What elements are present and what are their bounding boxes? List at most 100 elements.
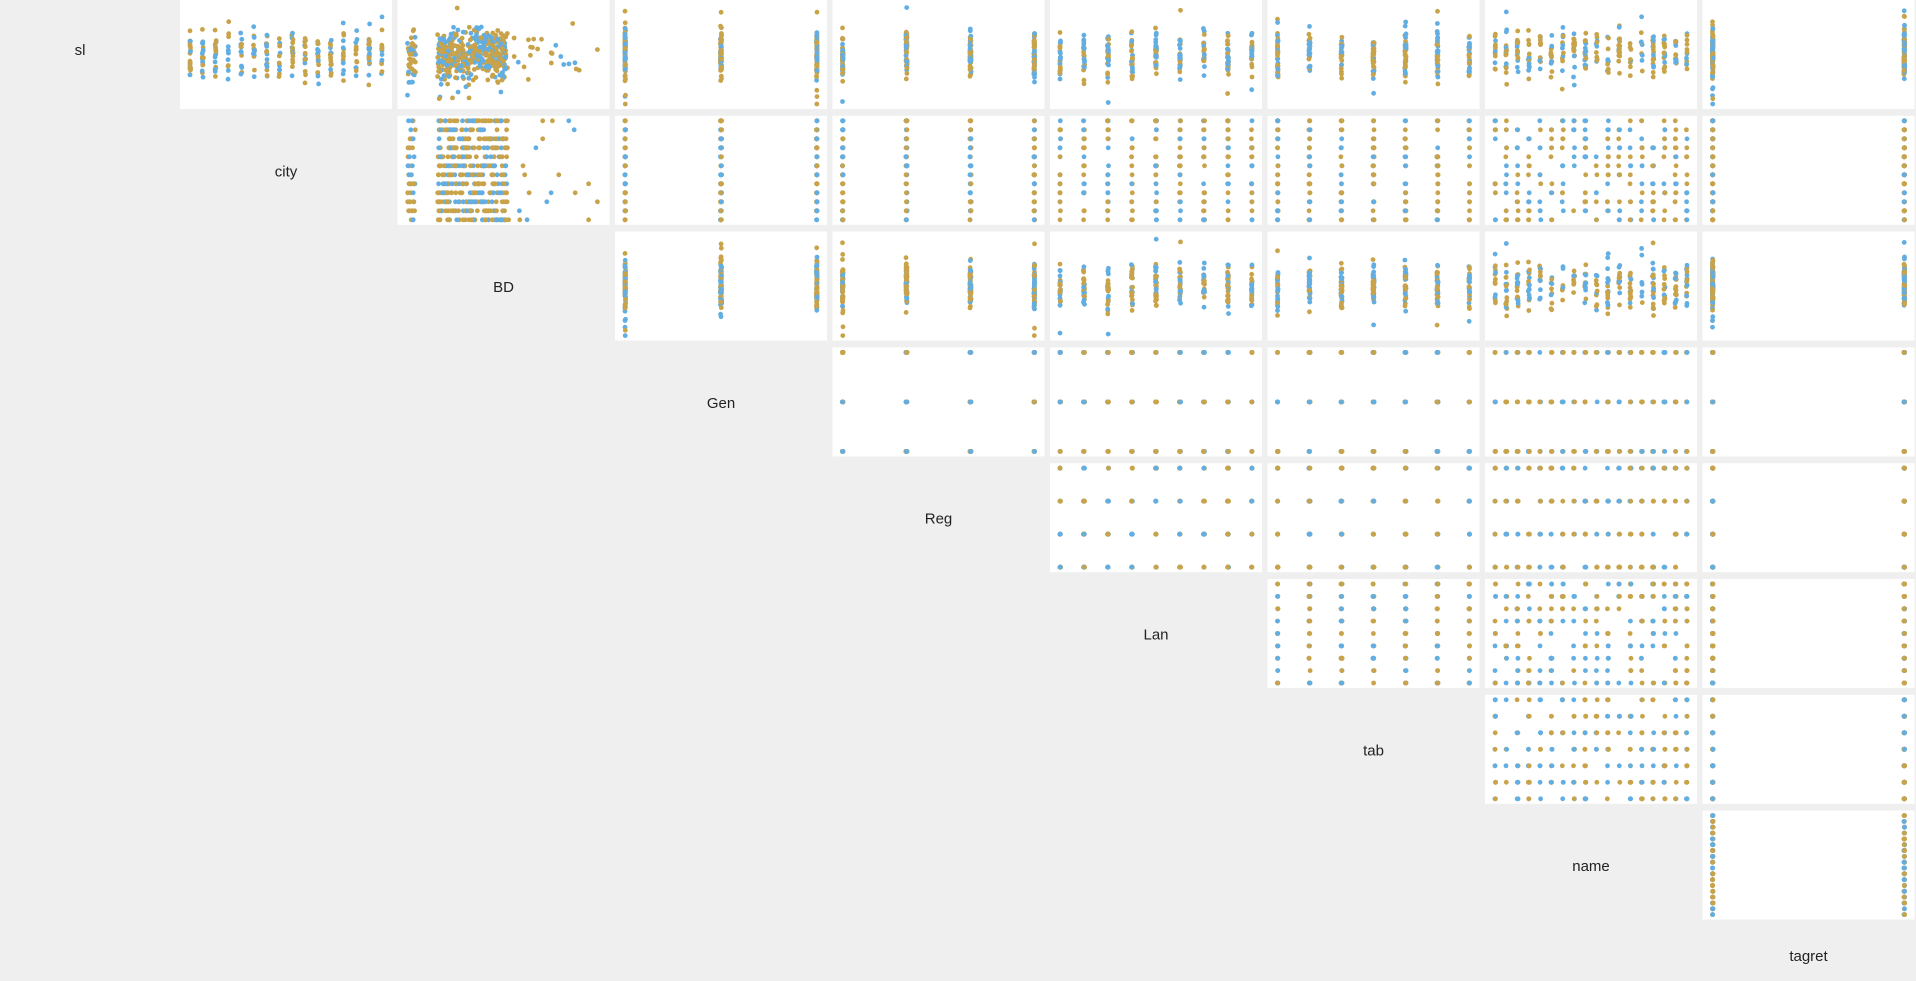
data-point xyxy=(502,163,508,169)
data-point xyxy=(408,127,414,133)
data-point xyxy=(1503,127,1509,133)
data-point xyxy=(1560,208,1566,214)
data-point xyxy=(1275,217,1280,223)
data-point xyxy=(453,145,459,151)
data-point xyxy=(340,20,346,26)
data-point xyxy=(622,327,628,333)
data-point xyxy=(436,96,442,102)
data-point xyxy=(1662,145,1668,151)
data-point xyxy=(1901,8,1907,14)
data-point xyxy=(1560,190,1565,196)
data-point xyxy=(622,263,628,269)
data-point xyxy=(406,62,412,68)
data-point xyxy=(1467,208,1472,214)
data-point xyxy=(251,42,256,48)
data-point xyxy=(1106,127,1111,133)
data-point xyxy=(438,154,443,160)
data-point xyxy=(1249,181,1254,187)
data-point xyxy=(1201,26,1206,31)
data-point xyxy=(1662,36,1667,42)
data-point xyxy=(251,35,257,40)
data-point xyxy=(1225,208,1231,214)
data-point xyxy=(1177,190,1182,196)
data-point xyxy=(1275,20,1280,25)
data-point xyxy=(1571,48,1577,53)
data-point xyxy=(1583,172,1589,178)
data-point xyxy=(1249,53,1255,59)
data-point xyxy=(840,333,846,338)
data-point xyxy=(1503,9,1509,15)
data-point xyxy=(1338,49,1344,54)
data-point xyxy=(1307,127,1313,133)
data-point xyxy=(840,303,845,309)
data-point xyxy=(1526,217,1531,223)
data-point xyxy=(1434,29,1440,34)
data-point xyxy=(1032,241,1037,247)
data-point xyxy=(406,69,411,75)
data-point xyxy=(1177,145,1183,151)
data-point xyxy=(1673,181,1678,187)
data-point xyxy=(967,67,973,72)
data-point xyxy=(444,199,450,205)
data-point xyxy=(213,52,218,58)
data-point xyxy=(463,127,469,133)
data-point xyxy=(1130,208,1135,214)
data-point xyxy=(1616,53,1622,58)
data-point xyxy=(1901,154,1907,160)
data-point xyxy=(1537,118,1543,124)
panel-city-vs-tab xyxy=(1267,115,1480,225)
data-point xyxy=(410,136,416,142)
data-point xyxy=(499,77,505,83)
data-point xyxy=(437,69,443,75)
data-point xyxy=(1032,154,1037,160)
data-point xyxy=(353,68,359,74)
data-point xyxy=(1560,33,1566,39)
panel-sl-vs-reg xyxy=(832,0,1045,109)
data-point xyxy=(379,69,385,74)
data-point xyxy=(1129,29,1135,35)
data-point xyxy=(1129,217,1134,223)
data-point xyxy=(1583,136,1588,142)
data-point xyxy=(276,74,282,79)
data-point xyxy=(341,78,346,83)
data-point xyxy=(354,59,360,65)
data-point xyxy=(1307,217,1313,223)
data-point xyxy=(486,118,491,124)
data-point xyxy=(1201,217,1207,223)
data-point xyxy=(1628,163,1634,169)
data-point xyxy=(967,199,973,205)
data-point xyxy=(1537,66,1543,72)
data-point xyxy=(1339,34,1345,40)
data-point xyxy=(407,56,412,62)
data-point xyxy=(718,305,724,311)
data-point xyxy=(490,39,496,45)
data-point xyxy=(251,51,256,57)
data-point xyxy=(1082,145,1087,151)
data-point xyxy=(528,52,533,58)
data-point xyxy=(522,172,528,178)
data-point xyxy=(622,190,628,196)
data-point xyxy=(474,118,480,124)
data-point xyxy=(1606,172,1611,178)
data-point xyxy=(840,25,845,31)
data-point xyxy=(481,181,487,187)
data-point xyxy=(405,40,410,46)
data-point xyxy=(1275,127,1281,133)
data-point xyxy=(1710,190,1716,196)
data-point xyxy=(413,52,418,57)
data-point xyxy=(1307,154,1313,160)
data-point xyxy=(1130,67,1135,72)
data-point xyxy=(1177,42,1182,48)
data-point xyxy=(225,63,231,69)
data-point xyxy=(718,9,724,15)
variable-label-gen: Gen xyxy=(707,395,735,412)
data-point xyxy=(814,199,820,205)
data-point xyxy=(1129,118,1135,124)
data-point xyxy=(1582,190,1588,196)
data-point xyxy=(1504,172,1509,178)
data-point xyxy=(453,31,459,37)
data-point xyxy=(1559,86,1565,92)
data-point xyxy=(622,163,628,169)
data-point xyxy=(239,41,245,47)
data-point xyxy=(1662,190,1668,196)
